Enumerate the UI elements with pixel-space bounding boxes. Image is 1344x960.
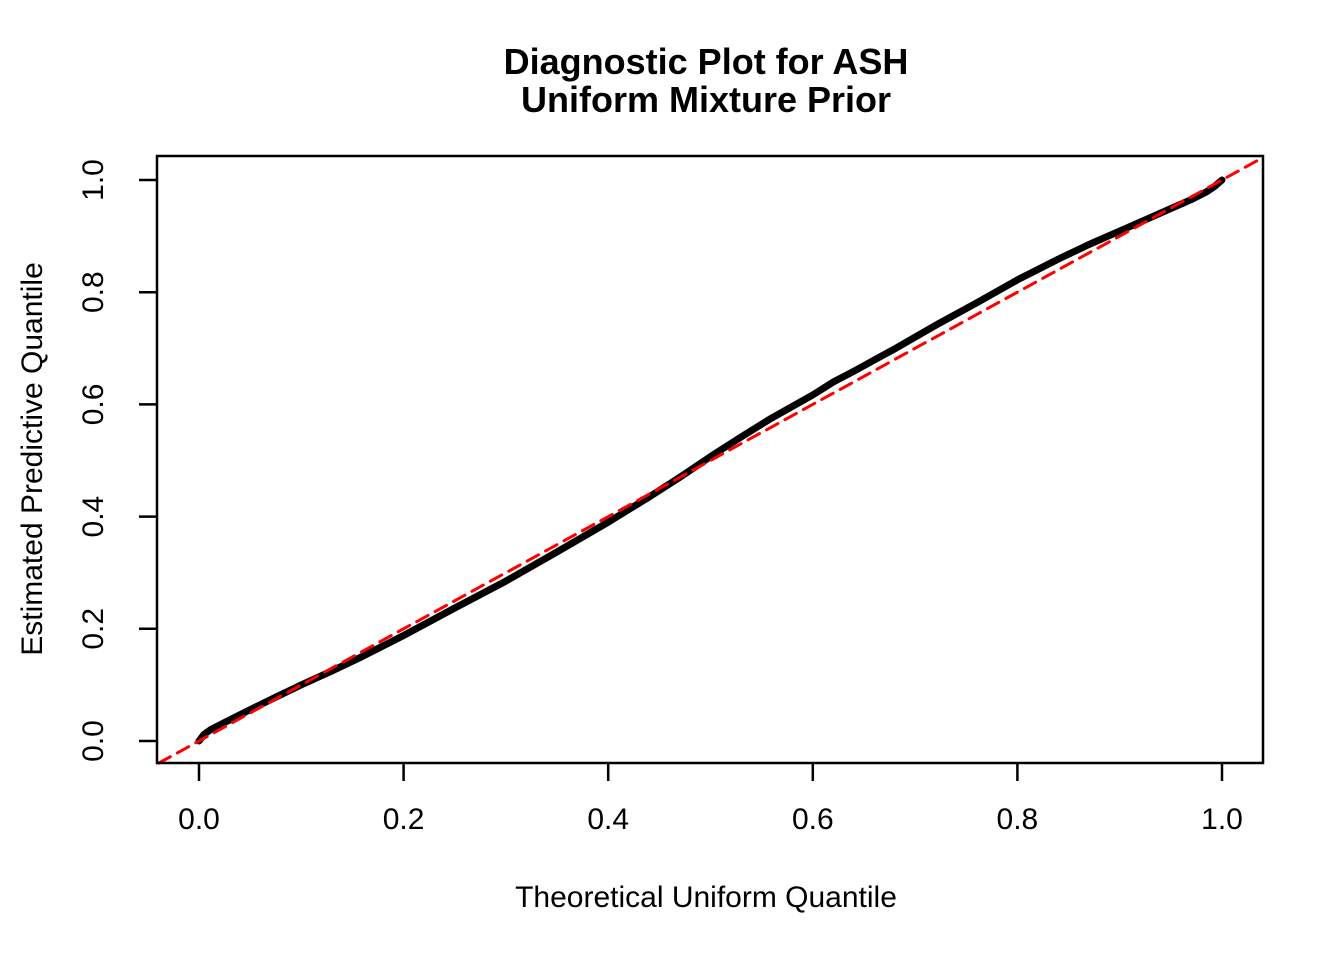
x-tick-label: 0.4	[587, 803, 629, 836]
y-axis-title: Estimated Predictive Quantile	[16, 262, 49, 656]
x-tick-label: 0.2	[383, 803, 425, 836]
y-tick-label: 0.4	[77, 496, 110, 538]
x-tick-label: 0.6	[792, 803, 834, 836]
y-tick-label: 0.8	[77, 271, 110, 313]
plot-box	[155, 154, 1265, 765]
x-axis: 0.0 0.2 0.4 0.6 0.8 1.0	[178, 763, 1243, 836]
x-axis-title: Theoretical Uniform Quantile	[515, 881, 897, 914]
x-tick-label: 0.0	[178, 803, 220, 836]
plot-series	[157, 156, 1265, 765]
x-tick-label: 1.0	[1201, 803, 1243, 836]
y-tick-label: 0.0	[77, 720, 110, 762]
plot-title-line2: Uniform Mixture Prior	[521, 79, 891, 120]
y-tick-label: 0.2	[77, 608, 110, 650]
y-tick-label: 0.6	[77, 384, 110, 426]
x-tick-label: 0.8	[997, 803, 1039, 836]
plot-title-line1: Diagnostic Plot for ASH	[504, 41, 909, 82]
y-tick-label: 1.0	[77, 159, 110, 201]
y-axis: 0.0 0.2 0.4 0.6 0.8 1.0	[77, 159, 157, 762]
identity-reference-line	[157, 156, 1265, 765]
